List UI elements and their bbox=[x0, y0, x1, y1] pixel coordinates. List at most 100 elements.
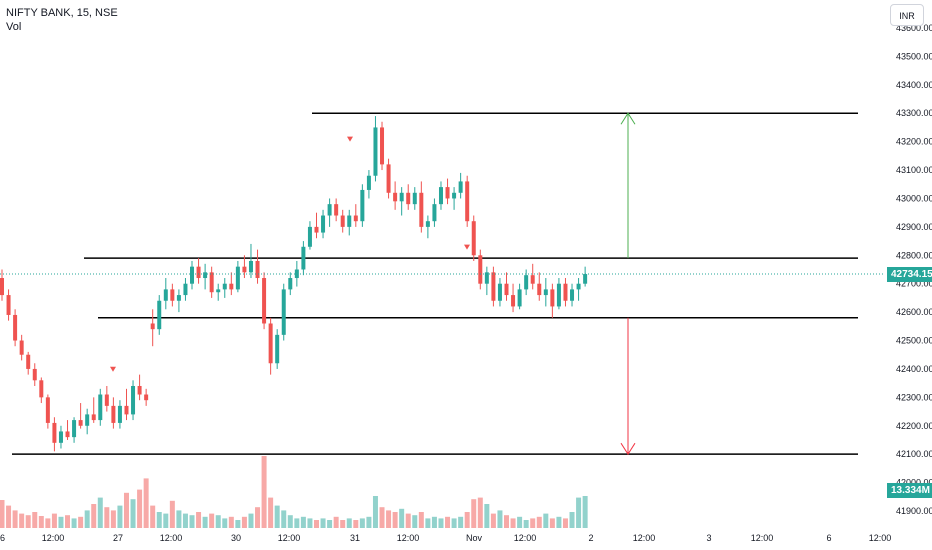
volume-bar bbox=[294, 518, 300, 528]
volume-bar bbox=[130, 499, 136, 528]
candle-body bbox=[570, 289, 575, 301]
volume-bar bbox=[340, 520, 346, 528]
volume-label[interactable]: Vol bbox=[6, 21, 22, 33]
candle-body bbox=[183, 283, 188, 296]
candle-body bbox=[248, 260, 253, 273]
volume-bar bbox=[418, 512, 424, 528]
candle-body bbox=[301, 246, 306, 270]
candle-body bbox=[438, 187, 443, 205]
candle-body bbox=[307, 226, 312, 247]
candle-body bbox=[583, 274, 588, 284]
volume-bar bbox=[438, 518, 444, 528]
horizontal-levels[interactable] bbox=[12, 112, 858, 455]
candle-body bbox=[52, 422, 57, 443]
candle-body bbox=[366, 175, 371, 190]
candle-body bbox=[196, 266, 201, 279]
candle-body bbox=[124, 405, 129, 415]
volume-bar bbox=[307, 518, 313, 528]
time-tick-label: 2 bbox=[588, 533, 593, 543]
candle-body bbox=[353, 215, 358, 222]
candle-body bbox=[157, 300, 162, 330]
volume-bar bbox=[451, 518, 457, 528]
candle-body bbox=[176, 295, 181, 301]
candle-body bbox=[131, 385, 136, 415]
candle-body bbox=[262, 278, 267, 324]
price-tick-label: 42800.00 bbox=[896, 250, 932, 260]
candle-body bbox=[340, 215, 345, 227]
candle-body bbox=[39, 380, 44, 398]
candle-body bbox=[78, 420, 83, 426]
volume-bar bbox=[110, 510, 116, 528]
candle-body bbox=[478, 255, 483, 284]
candle-body bbox=[13, 314, 18, 341]
sell-marker-icon bbox=[464, 244, 470, 250]
volume-bar bbox=[32, 512, 38, 528]
candle-body bbox=[563, 283, 568, 301]
candle-body bbox=[524, 275, 529, 290]
volume-bar bbox=[58, 516, 64, 528]
volume-bar bbox=[576, 497, 582, 528]
volume-bar bbox=[530, 518, 536, 528]
time-tick-label: 6 bbox=[0, 533, 5, 543]
projection-arrows[interactable] bbox=[620, 112, 636, 456]
volume-bar bbox=[91, 504, 97, 528]
candle-body bbox=[163, 289, 168, 301]
volume-bar bbox=[215, 515, 221, 528]
volume-bar bbox=[458, 516, 464, 528]
candle-body bbox=[268, 323, 273, 364]
time-tick-label: 6 bbox=[826, 533, 831, 543]
volume-bar bbox=[582, 496, 588, 528]
volume-bar bbox=[143, 478, 149, 528]
candle-body bbox=[91, 414, 96, 421]
candle-body bbox=[445, 187, 450, 199]
time-tick-label: 12:00 bbox=[397, 533, 420, 543]
currency-button[interactable]: INR bbox=[890, 4, 924, 26]
volume-bar bbox=[209, 513, 215, 528]
candle-body bbox=[65, 431, 70, 438]
volume-bar bbox=[156, 512, 162, 528]
price-tick-label: 43000.00 bbox=[896, 193, 932, 203]
volume-bar bbox=[517, 516, 523, 528]
volume-bar bbox=[445, 516, 451, 528]
volume-bar bbox=[569, 512, 575, 528]
volume-bar bbox=[412, 515, 418, 528]
candle-body bbox=[432, 204, 437, 222]
volume-bar bbox=[372, 496, 378, 528]
volume-bar bbox=[248, 513, 254, 528]
candle-body bbox=[399, 192, 404, 202]
candle-body bbox=[537, 283, 542, 296]
volume-bar bbox=[392, 512, 398, 528]
time-axis[interactable]: 6 12:00 27 12:00 30 12:00 31 12:00 Nov 12:00 2 12:0… bbox=[0, 533, 891, 543]
candle-body bbox=[419, 192, 424, 227]
candle-body bbox=[98, 394, 103, 421]
time-tick-label: 12:00 bbox=[42, 533, 65, 543]
volume-bar bbox=[510, 518, 516, 528]
volume-bar bbox=[71, 518, 77, 528]
candle-body bbox=[373, 127, 378, 176]
symbol-title[interactable]: NIFTY BANK, 15, NSE bbox=[6, 7, 118, 19]
candle-body bbox=[117, 405, 122, 423]
candle-body bbox=[484, 272, 489, 284]
last-volume-badge: 13.334M bbox=[887, 483, 932, 498]
candle-body bbox=[511, 295, 516, 307]
price-axis[interactable]: 41900.00 42000.00 42100.00 42200.00 42300.00… bbox=[896, 23, 932, 516]
candle-body bbox=[45, 397, 50, 423]
candle-body bbox=[380, 127, 385, 165]
candle-body bbox=[556, 283, 561, 307]
candle-body bbox=[111, 405, 116, 423]
time-tick-label: 12:00 bbox=[869, 533, 892, 543]
volume-bar bbox=[6, 505, 12, 528]
price-tick-label: 43200.00 bbox=[896, 137, 932, 147]
volume-bar bbox=[84, 510, 90, 528]
volume-bar bbox=[65, 515, 71, 528]
price-tick-label: 43300.00 bbox=[896, 108, 932, 118]
volume-bar bbox=[196, 512, 202, 528]
candle-body bbox=[294, 269, 299, 279]
candle-body bbox=[242, 266, 247, 273]
candle-body bbox=[504, 283, 509, 296]
volume-bar bbox=[97, 497, 103, 528]
last-price-badge: 42734.15 bbox=[887, 267, 932, 282]
arrow-head bbox=[620, 112, 636, 125]
candle-body bbox=[550, 289, 555, 307]
